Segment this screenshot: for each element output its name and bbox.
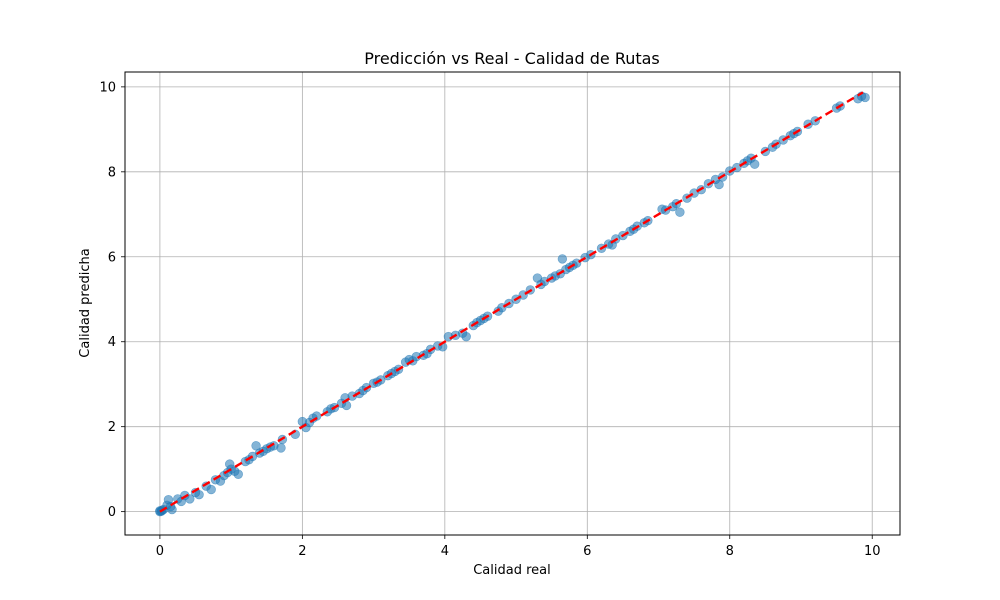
data-point bbox=[276, 443, 286, 453]
y-tick-label-6: 6 bbox=[108, 250, 116, 265]
y-tick-label-10: 10 bbox=[99, 80, 116, 95]
y-tick-label-8: 8 bbox=[108, 165, 116, 180]
data-point bbox=[714, 179, 724, 190]
x-axis-ticks: 0 2 4 6 8 10 bbox=[156, 535, 881, 559]
reference-line-group bbox=[159, 91, 864, 513]
data-point bbox=[167, 504, 177, 515]
data-point bbox=[233, 469, 243, 479]
y-tick-label-2: 2 bbox=[108, 420, 116, 435]
data-point bbox=[675, 207, 685, 217]
reference-line bbox=[159, 91, 864, 513]
x-tick-label-2: 2 bbox=[298, 544, 306, 559]
grid-lines bbox=[125, 72, 900, 535]
y-tick-label-0: 0 bbox=[108, 505, 116, 520]
x-tick-label-6: 6 bbox=[583, 544, 591, 559]
data-point bbox=[557, 254, 568, 264]
y-axis-title: Calidad predicha bbox=[78, 248, 93, 357]
y-axis-ticks: 0 2 4 6 8 10 bbox=[99, 80, 125, 520]
data-point bbox=[206, 484, 216, 495]
x-tick-label-4: 4 bbox=[441, 544, 449, 559]
x-axis-title: Calidad real bbox=[473, 563, 551, 578]
x-tick-label-0: 0 bbox=[156, 544, 164, 559]
x-tick-label-8: 8 bbox=[726, 544, 734, 559]
data-point bbox=[860, 92, 870, 103]
x-tick-label-10: 10 bbox=[864, 544, 881, 559]
data-point bbox=[749, 159, 760, 169]
plot-frame bbox=[124, 71, 901, 536]
data-point bbox=[185, 494, 195, 504]
data-point bbox=[461, 331, 471, 342]
y-tick-label-4: 4 bbox=[108, 335, 116, 350]
chart-title: Predicción vs Real - Calidad de Rutas bbox=[364, 49, 660, 68]
data-point bbox=[194, 489, 204, 500]
